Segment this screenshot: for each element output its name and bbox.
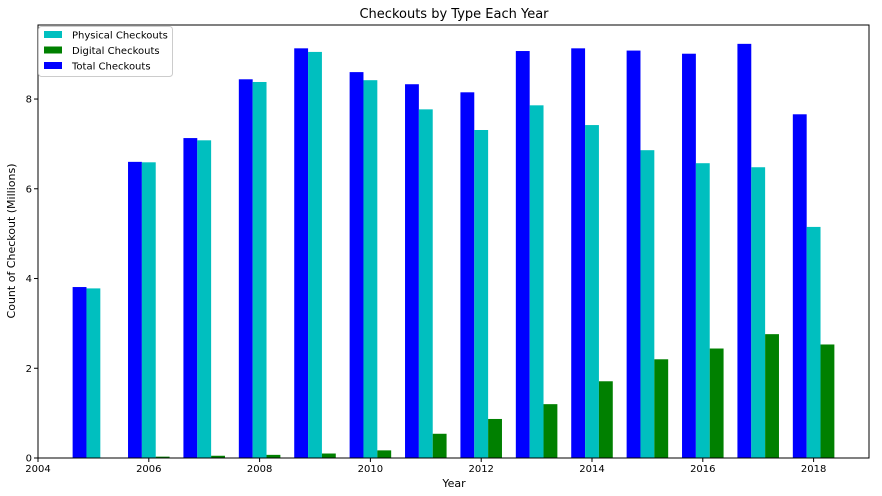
- bar-physical-checkouts-2010: [363, 80, 378, 458]
- bar-digital-checkouts-2011: [432, 433, 447, 458]
- bar-digital-checkouts-2010: [377, 450, 392, 458]
- x-tick-label-2012: 2012: [468, 464, 493, 475]
- bar-digital-checkouts-2013: [543, 404, 558, 458]
- bar-physical-checkouts-2006: [141, 162, 156, 458]
- legend-swatch-physical-checkouts: [44, 31, 62, 38]
- x-tick-label-2004: 2004: [25, 464, 50, 475]
- y-tick-label-6: 6: [26, 184, 32, 195]
- bar-physical-checkouts-2017: [751, 167, 766, 458]
- y-tick-label-8: 8: [26, 95, 32, 106]
- bars-layer: [72, 43, 835, 459]
- bar-total-checkouts-2008: [238, 79, 253, 458]
- y-tick-label-2: 2: [26, 364, 32, 375]
- bar-total-checkouts-2018: [792, 114, 807, 458]
- x-axis-label: Year: [441, 477, 466, 490]
- legend-swatch-digital-checkouts: [44, 46, 62, 54]
- bar-physical-checkouts-2013: [529, 105, 544, 458]
- bar-digital-checkouts-2016: [709, 348, 724, 458]
- bar-physical-checkouts-2012: [474, 129, 489, 458]
- legend-label-total-checkouts: Total Checkouts: [71, 62, 151, 73]
- bar-digital-checkouts-2006: [155, 456, 170, 458]
- x-tick-label-2010: 2010: [358, 464, 383, 475]
- bar-total-checkouts-2017: [737, 43, 752, 459]
- bar-digital-checkouts-2009: [321, 453, 336, 458]
- chart-title: Checkouts by Type Each Year: [359, 7, 549, 22]
- bar-physical-checkouts-2007: [197, 140, 212, 459]
- bar-total-checkouts-2011: [405, 84, 419, 459]
- bar-digital-checkouts-2018: [820, 344, 835, 458]
- bar-total-checkouts-2007: [183, 138, 198, 458]
- bar-digital-checkouts-2012: [488, 418, 502, 458]
- bar-physical-checkouts-2009: [308, 51, 322, 459]
- legend: Physical Checkouts Digital Checkouts Total…: [38, 26, 173, 77]
- x-tick-label-2014: 2014: [579, 464, 604, 475]
- bar-total-checkouts-2012: [460, 92, 475, 459]
- bar-physical-checkouts-2008: [252, 81, 267, 459]
- legend-items: Physical Checkouts Digital Checkouts Total…: [44, 31, 168, 73]
- bar-total-checkouts-2010: [349, 72, 364, 459]
- bar-physical-checkouts-2014: [585, 125, 599, 458]
- bar-digital-checkouts-2007: [211, 455, 225, 458]
- bar-physical-checkouts-2005: [86, 288, 101, 458]
- legend-box: [38, 26, 173, 77]
- bar-digital-checkouts-2008: [266, 454, 281, 458]
- x-tick-label-2008: 2008: [247, 464, 272, 475]
- bar-physical-checkouts-2015: [640, 150, 655, 458]
- bar-total-checkouts-2009: [294, 48, 309, 458]
- y-tick-label-4: 4: [26, 274, 32, 285]
- plot-frame: [37, 24, 870, 459]
- bar-digital-checkouts-2015: [654, 359, 669, 458]
- bar-total-checkouts-2005: [72, 287, 87, 458]
- legend-label-digital-checkouts: Digital Checkouts: [72, 46, 160, 57]
- x-axis: 2004 2006 2008 2010 2012 2014 2016 2018: [25, 458, 826, 475]
- y-tick-label-0: 0: [26, 454, 32, 465]
- x-tick-label-2018: 2018: [801, 464, 826, 475]
- bar-total-checkouts-2013: [515, 51, 530, 458]
- bar-physical-checkouts-2011: [418, 109, 433, 458]
- bar-physical-checkouts-2016: [695, 163, 710, 458]
- bar-total-checkouts-2014: [571, 48, 586, 458]
- legend-swatch-total-checkouts: [44, 62, 62, 69]
- x-tick-label-2016: 2016: [690, 464, 715, 475]
- bar-digital-checkouts-2014: [598, 381, 613, 458]
- y-axis: 0 2 4 6 8: [26, 95, 38, 465]
- bar-digital-checkouts-2017: [765, 334, 779, 458]
- x-tick-label-2006: 2006: [136, 464, 161, 475]
- bar-total-checkouts-2016: [682, 53, 696, 458]
- bar-total-checkouts-2015: [626, 50, 641, 458]
- bar-physical-checkouts-2018: [806, 226, 821, 458]
- bar-total-checkouts-2006: [128, 161, 142, 458]
- legend-label-physical-checkouts: Physical Checkouts: [72, 31, 168, 42]
- y-axis-label: Count of Checkout (Millions): [5, 164, 18, 319]
